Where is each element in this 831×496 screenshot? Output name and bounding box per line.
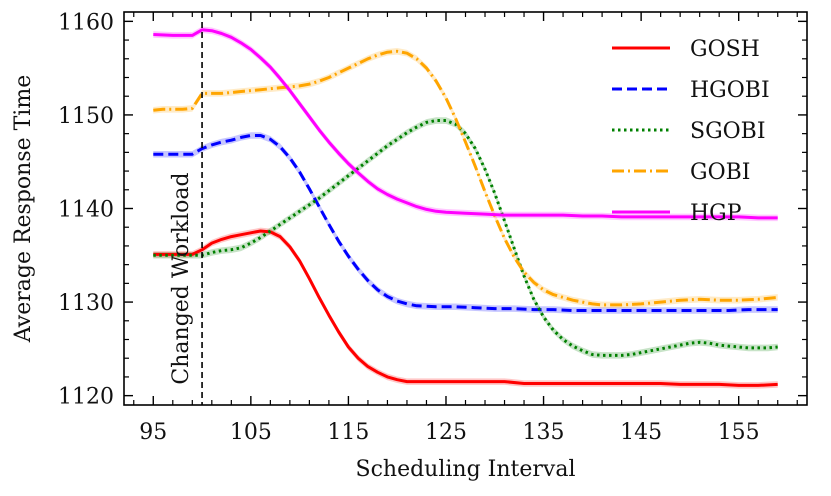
series-band-hgp — [153, 26, 778, 222]
legend-label-hgp: HGP — [690, 201, 742, 226]
series-line-hgp — [153, 28, 778, 220]
y-axis-title: Average Response Time — [11, 75, 36, 343]
legend-label-hgobi: HGOBI — [690, 78, 770, 103]
x-tick-label: 115 — [327, 420, 369, 445]
x-tick-label: 95 — [139, 420, 167, 445]
series-line-gobi — [153, 49, 778, 307]
x-tick-label: 155 — [718, 420, 760, 445]
y-tick-label: 1150 — [58, 104, 114, 129]
series-band-sgobi — [153, 117, 778, 359]
legend-label-gobi: GOBI — [690, 160, 750, 185]
series-line-sgobi — [153, 119, 778, 357]
y-tick-label: 1130 — [58, 291, 114, 316]
legend-label-gosh: GOSH — [690, 37, 760, 62]
x-tick-label: 135 — [523, 420, 565, 445]
y-tick-labels: 1120 1130 1140 1150 1160 — [58, 10, 114, 409]
series-band-gobi — [153, 48, 778, 309]
y-tick-label: 1120 — [58, 385, 114, 410]
changed-workload-label: Changed Workload — [169, 172, 194, 384]
legend: GOSH HGOBI SGOBI GOBI HGP — [612, 37, 770, 226]
x-axis-title: Scheduling Interval — [356, 457, 576, 482]
confidence-bands — [153, 26, 778, 389]
x-tick-label: 105 — [230, 420, 272, 445]
x-tick-label: 145 — [620, 420, 662, 445]
series-line-gosh — [153, 229, 778, 387]
y-tick-label: 1140 — [58, 198, 114, 223]
series-lines — [153, 28, 778, 387]
x-tick-label: 125 — [425, 420, 467, 445]
series-band-hgobi — [153, 132, 778, 314]
tick-marks — [124, 12, 807, 405]
series-band-gosh — [153, 227, 778, 389]
legend-label-sgobi: SGOBI — [690, 119, 766, 144]
series-line-hgobi — [153, 134, 778, 312]
y-tick-label: 1160 — [58, 10, 114, 35]
x-tick-labels: 95 105 115 125 135 145 155 — [139, 420, 759, 445]
